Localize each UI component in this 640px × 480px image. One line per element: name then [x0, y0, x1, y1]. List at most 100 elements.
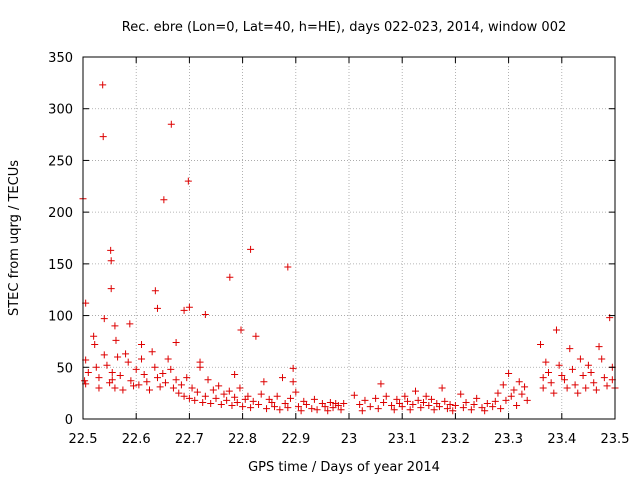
data-point	[555, 361, 563, 369]
data-point	[361, 396, 369, 404]
y-tick-label: 50	[56, 361, 73, 376]
x-tick-labels: 22.5 22.6 22.7 22.8 22.9 23 23.1 23.2 23.3 23.4 23…	[69, 432, 630, 447]
data-point	[177, 381, 185, 389]
x-tick-label: 23.3	[494, 432, 523, 447]
data-point	[138, 355, 146, 363]
data-point	[185, 394, 193, 402]
data-point	[409, 401, 417, 409]
data-point	[539, 374, 547, 382]
data-point	[279, 374, 286, 382]
data-point	[204, 376, 212, 384]
y-axis-title: STEC from uqrg / TECUs	[7, 160, 22, 316]
data-point	[422, 392, 430, 400]
x-axis-title: GPS time / Days of year 2014	[248, 460, 440, 475]
data-point	[398, 403, 406, 411]
data-point	[188, 384, 196, 392]
data-point	[560, 376, 568, 384]
data-point	[127, 377, 135, 385]
x-tick-label: 23.1	[388, 432, 417, 447]
data-point	[425, 402, 433, 410]
data-point	[281, 399, 289, 407]
data-point	[438, 384, 446, 392]
data-point	[108, 376, 116, 384]
data-point	[220, 390, 228, 398]
y-tick-label: 300	[48, 103, 73, 118]
data-point	[95, 384, 103, 392]
data-point	[427, 395, 435, 403]
data-point	[380, 398, 388, 406]
y-tick-label: 350	[48, 51, 73, 66]
grid-lines	[83, 57, 615, 419]
data-point	[180, 392, 188, 400]
data-point	[135, 381, 143, 389]
data-point	[592, 386, 600, 394]
data-point	[124, 358, 132, 366]
data-point	[603, 382, 611, 390]
x-tick-label: 22.5	[69, 432, 98, 447]
data-point	[201, 392, 209, 400]
data-point	[159, 369, 167, 377]
data-point	[598, 355, 606, 363]
data-point	[542, 358, 550, 366]
data-point	[449, 407, 457, 415]
data-point	[313, 406, 321, 414]
data-point	[95, 374, 103, 382]
data-point	[107, 257, 115, 265]
data-point	[505, 369, 513, 377]
data-point	[111, 322, 119, 330]
data-point	[167, 120, 175, 128]
data-point	[600, 374, 608, 382]
data-point	[497, 405, 505, 413]
data-point	[114, 353, 122, 361]
data-point	[494, 389, 502, 397]
data-point	[576, 355, 584, 363]
data-point	[414, 396, 422, 404]
data-point	[180, 306, 188, 314]
data-point	[91, 341, 99, 349]
y-tick-label: 250	[48, 154, 73, 169]
data-point	[231, 371, 239, 379]
data-point	[237, 326, 245, 334]
data-point	[252, 332, 260, 340]
data-point	[207, 399, 215, 407]
data-point	[587, 368, 595, 376]
data-point	[81, 377, 89, 385]
data-point	[100, 315, 108, 323]
y-tick-label: 0	[65, 413, 73, 428]
data-point	[90, 332, 98, 340]
data-point	[99, 81, 107, 89]
data-point	[255, 401, 263, 409]
data-point	[523, 396, 531, 404]
data-point	[172, 376, 180, 384]
data-point	[473, 394, 481, 402]
data-point	[521, 383, 529, 391]
data-point	[321, 403, 329, 411]
data-point	[457, 390, 465, 398]
data-point	[574, 389, 582, 397]
data-point	[294, 403, 302, 411]
data-point	[571, 381, 579, 389]
data-point	[481, 407, 489, 415]
data-point	[108, 368, 116, 376]
data-point	[462, 398, 470, 406]
axis-ticks	[82, 56, 616, 420]
x-tick-label: 22.7	[175, 432, 204, 447]
data-point	[184, 177, 192, 185]
data-point	[126, 320, 134, 328]
data-point	[196, 363, 204, 371]
data-point	[550, 389, 558, 397]
data-point	[284, 263, 292, 271]
data-point	[350, 391, 358, 399]
data-point	[161, 379, 169, 387]
data-point	[111, 384, 119, 392]
data-point	[167, 365, 175, 373]
data-point	[223, 396, 231, 404]
data-point	[217, 401, 225, 409]
y-tick-label: 100	[48, 310, 73, 325]
data-point	[122, 350, 130, 358]
data-point	[169, 384, 177, 392]
data-point	[547, 379, 555, 387]
data-point	[358, 407, 366, 415]
data-point	[151, 287, 159, 295]
data-point	[228, 402, 236, 410]
